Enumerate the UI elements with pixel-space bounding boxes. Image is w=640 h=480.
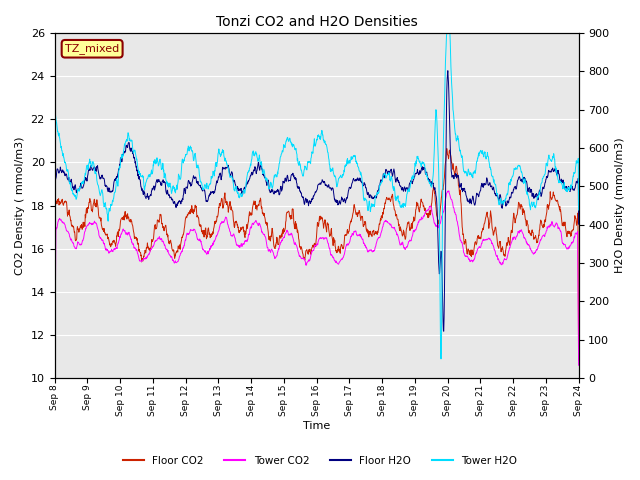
Floor H2O (440, 315, 448, 321)
Floor H2O (517, 178, 525, 184)
Tower H2O (303, 167, 310, 172)
Floor H2O (132, 164, 140, 169)
Floor H2O (303, 199, 310, 205)
Line: Tower H2O: Tower H2O (54, 33, 579, 359)
Floor H2O (292, 180, 300, 186)
Line: Floor H2O: Floor H2O (54, 71, 579, 331)
Tower H2O (51, 207, 58, 213)
Tower H2O (292, 150, 300, 156)
Tower CO2 (51, 405, 58, 411)
Floor H2O (568, 185, 576, 191)
Floor CO2 (292, 223, 300, 229)
Title: Tonzi CO2 and H2O Densities: Tonzi CO2 and H2O Densities (216, 15, 417, 29)
Text: TZ_mixed: TZ_mixed (65, 43, 119, 54)
Tower H2O (132, 157, 140, 163)
Tower CO2 (132, 248, 140, 253)
Tower CO2 (292, 243, 300, 249)
Tower H2O (443, 30, 451, 36)
Floor CO2 (303, 247, 310, 253)
Tower H2O (440, 115, 448, 120)
Tower CO2 (517, 228, 525, 234)
X-axis label: Time: Time (303, 421, 330, 432)
Tower CO2 (440, 208, 447, 214)
Line: Tower CO2: Tower CO2 (54, 191, 579, 408)
Floor CO2 (440, 181, 447, 187)
Floor CO2 (443, 146, 451, 152)
Floor CO2 (575, 357, 582, 363)
Tower H2O (575, 207, 582, 213)
Tower CO2 (303, 262, 310, 268)
Line: Floor CO2: Floor CO2 (54, 149, 579, 363)
Tower H2O (517, 169, 525, 175)
Tower H2O (568, 178, 576, 183)
Floor H2O (575, 221, 582, 227)
Floor CO2 (517, 202, 525, 207)
Floor H2O (51, 273, 58, 279)
Tower CO2 (568, 240, 576, 246)
Tower CO2 (575, 362, 582, 368)
Floor H2O (440, 328, 447, 334)
Legend: Floor CO2, Tower CO2, Floor H2O, Tower H2O: Floor CO2, Tower CO2, Floor H2O, Tower H… (119, 452, 521, 470)
Floor CO2 (51, 360, 58, 366)
Floor H2O (444, 68, 452, 73)
Floor CO2 (132, 235, 140, 240)
Floor CO2 (568, 228, 576, 234)
Tower CO2 (445, 188, 452, 194)
Y-axis label: H2O Density (mmol/m3): H2O Density (mmol/m3) (615, 138, 625, 273)
Y-axis label: CO2 Density ( mmol/m3): CO2 Density ( mmol/m3) (15, 136, 25, 275)
Tower H2O (437, 356, 445, 362)
